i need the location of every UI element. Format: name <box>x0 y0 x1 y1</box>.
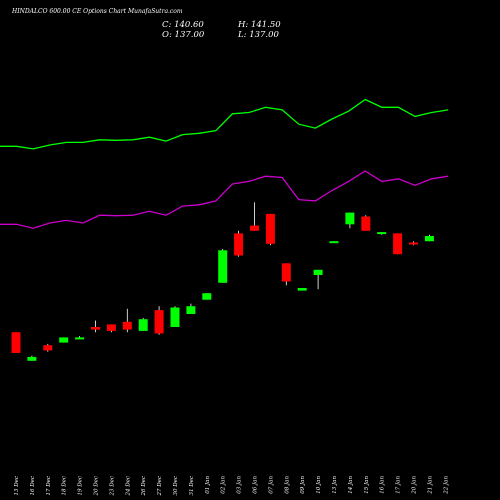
open-value: O: 137.00 <box>162 30 205 40</box>
x-tick-label: 23 Dec <box>109 476 115 497</box>
candle-body <box>281 263 291 282</box>
indicator-lines <box>0 98 449 229</box>
chart-title: HINDALCO 600.00 CE Options Chart MunafaS… <box>12 8 183 15</box>
candle <box>377 232 387 235</box>
candle-body <box>234 233 244 256</box>
candle-body <box>186 306 196 314</box>
candle <box>43 343 53 352</box>
x-tick-label: 20 Jan <box>412 476 418 495</box>
candle <box>424 234 434 242</box>
x-axis-ticks: 13 Dec 16 Dec 17 Dec 18 Dec 19 Dec 20 Dec 23 D… <box>14 476 449 497</box>
candle <box>122 308 132 333</box>
x-tick-label: 01 Jan <box>205 476 211 494</box>
candle <box>313 269 323 290</box>
candle-body <box>106 324 116 331</box>
candle-body <box>329 241 339 244</box>
candle-body <box>138 319 148 331</box>
x-tick-label: 31 Dec <box>189 476 195 496</box>
x-tick-label: 27 Dec <box>157 476 163 497</box>
x-tick-label: 09 Jan <box>300 476 306 494</box>
x-tick-label: 17 Dec <box>46 476 52 496</box>
x-tick-label: 30 Dec <box>173 476 179 496</box>
candle <box>250 202 259 231</box>
candle <box>27 355 37 361</box>
candle <box>297 288 307 291</box>
lower-indicator-line <box>0 170 449 229</box>
candle <box>186 303 196 314</box>
x-tick-label: 13 Jan <box>332 476 338 494</box>
candle <box>170 306 180 327</box>
candle <box>11 332 21 353</box>
candle <box>106 324 116 333</box>
candle-body <box>43 345 53 351</box>
candle-body <box>424 236 434 242</box>
candle-body <box>377 232 387 235</box>
candle-body <box>250 225 259 231</box>
candle-body <box>297 288 307 291</box>
candle <box>393 233 403 255</box>
candle-body <box>202 293 212 300</box>
candle <box>91 320 100 333</box>
candle-body <box>59 337 69 343</box>
x-tick-label: 15 Jan <box>364 476 370 494</box>
x-tick-label: 06 Jan <box>253 476 259 494</box>
candle-body <box>218 250 228 283</box>
candle-body <box>122 321 132 330</box>
low-value: L: 137.00 <box>238 30 279 40</box>
candle <box>281 263 291 286</box>
x-tick-label: 22 Jan <box>443 476 449 495</box>
upper-indicator-line <box>0 98 449 150</box>
x-tick-label: 16 Dec <box>30 476 36 496</box>
x-tick-label: 17 Jan <box>396 476 402 494</box>
candle <box>409 241 418 246</box>
candle <box>234 230 244 257</box>
candle-body <box>361 216 371 231</box>
x-tick-label: 02 Jan <box>221 476 227 494</box>
candle-body <box>27 356 37 361</box>
candle <box>218 249 228 283</box>
candle <box>361 215 371 231</box>
candle <box>345 212 355 229</box>
candle-body <box>345 212 355 225</box>
candle-body <box>170 307 180 327</box>
x-tick-label: 08 Jan <box>284 476 290 494</box>
x-tick-label: 20 Dec <box>94 476 100 497</box>
x-tick-label: 10 Jan <box>316 476 322 494</box>
x-tick-label: 13 Dec <box>14 476 20 496</box>
x-tick-label: 19 Dec <box>78 476 84 496</box>
high-value: H: 141.50 <box>238 20 281 30</box>
candle <box>265 213 275 246</box>
x-tick-label: 14 Jan <box>348 476 354 494</box>
x-tick-label: 18 Dec <box>62 476 68 496</box>
candle <box>75 336 85 340</box>
candles <box>11 202 434 361</box>
x-tick-label: 21 Jan <box>427 476 433 495</box>
candle-body <box>393 233 403 255</box>
candle-body <box>75 337 85 340</box>
candle-body <box>91 327 100 330</box>
x-tick-label: 24 Dec <box>125 476 131 497</box>
candle-body <box>265 213 275 244</box>
x-tick-label: 03 Jan <box>237 476 243 494</box>
close-value: C: 140.60 <box>162 20 204 30</box>
candle <box>59 337 69 343</box>
candle <box>138 317 148 331</box>
candle-body <box>11 332 21 353</box>
candle-body <box>409 242 418 245</box>
x-tick-label: 16 Jan <box>380 476 386 494</box>
candle <box>329 241 339 244</box>
candle-body <box>313 269 323 275</box>
candle-body <box>154 310 164 334</box>
candle <box>202 293 212 300</box>
candle <box>154 306 164 335</box>
x-tick-label: 07 Jan <box>268 476 274 494</box>
x-tick-label: 26 Dec <box>141 476 147 497</box>
